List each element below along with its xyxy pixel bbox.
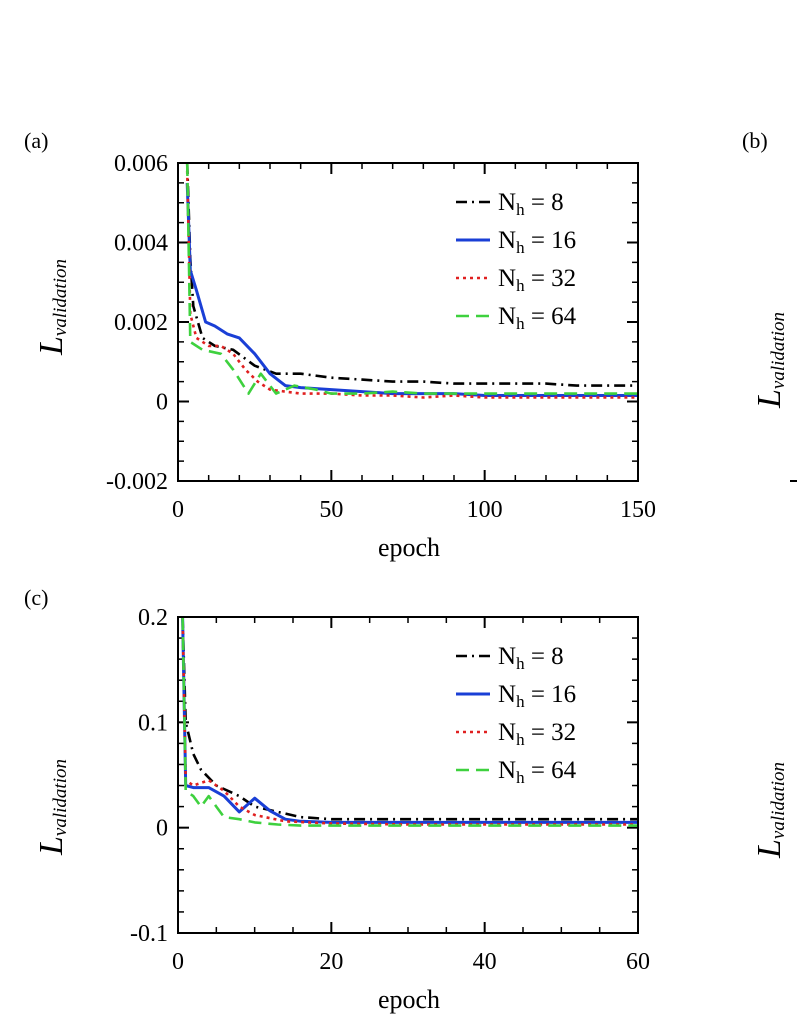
xtick-label: 100 xyxy=(467,497,503,523)
panel-a-label: (a) xyxy=(24,128,48,153)
ytick-label: 0 xyxy=(156,816,168,842)
xtick-label: 0 xyxy=(172,497,184,523)
panel-c-ticks: -0.100.10.20 20 40 60 xyxy=(130,605,650,975)
panel-c-legend: Nh = 8 Nh = 16 Nh = 32 Nh = 64 xyxy=(456,643,577,787)
panel-a-xlabel: epoch xyxy=(378,533,440,562)
panel-b-partial: (b) Lvalidation xyxy=(742,128,797,482)
ytick-label: 0 xyxy=(156,390,168,416)
legend-entry-3: Nh = 32 xyxy=(498,265,576,295)
ytick-label: 0.006 xyxy=(114,151,168,177)
xtick-label: 0 xyxy=(172,949,184,975)
series-line-3 xyxy=(185,170,638,399)
xtick-label: 60 xyxy=(626,949,650,975)
ytick-label: -0.002 xyxy=(106,469,168,495)
panel-c-frame xyxy=(177,616,639,934)
legend-entry-4: Nh = 64 xyxy=(498,303,577,333)
panel-c-ylabel: Lvalidation xyxy=(33,759,71,856)
legend-entry-4: Nh = 64 xyxy=(498,757,577,787)
panel-a-legend: Nh = 8 Nh = 16 Nh = 32 Nh = 64 xyxy=(456,189,577,333)
panel-c-label: (c) xyxy=(24,585,48,610)
legend-entry-2: Nh = 16 xyxy=(498,227,576,257)
panel-a-ylabel: Lvalidation xyxy=(33,259,71,356)
xtick-label: 40 xyxy=(473,949,497,975)
panel-d-partial: Lvalidation xyxy=(751,762,789,859)
legend-entry-1: Nh = 8 xyxy=(498,643,564,673)
panel-a-series xyxy=(185,163,638,399)
series-line-3 xyxy=(181,617,638,826)
ytick-label: 0.1 xyxy=(138,710,168,736)
ytick-label: 0.004 xyxy=(114,231,168,257)
ytick-label: -0.1 xyxy=(130,921,168,947)
series-line-1 xyxy=(185,163,638,387)
legend-entry-1: Nh = 8 xyxy=(498,189,564,219)
xtick-label: 50 xyxy=(319,497,343,523)
series-line-2 xyxy=(181,617,638,824)
panel-a-frame xyxy=(177,162,639,482)
legend-entry-3: Nh = 32 xyxy=(498,719,576,749)
panel-c-chart: (c) Lvalidation epoch -0.100.10.20 20 40 60… xyxy=(24,585,650,1014)
panel-b-label: (b) xyxy=(742,128,768,153)
legend-entry-2: Nh = 16 xyxy=(498,681,576,711)
panel-b-ylabel: Lvalidation xyxy=(751,312,789,409)
series-line-4 xyxy=(181,617,638,827)
panel-a-chart: (a) Lvalidation epoch -0.00200.0020.0040… xyxy=(24,128,656,562)
ytick-label: 0.002 xyxy=(114,310,168,336)
panel-c-xlabel: epoch xyxy=(378,985,440,1014)
panel-c-series xyxy=(181,617,638,827)
xtick-label: 20 xyxy=(319,949,343,975)
xtick-label: 150 xyxy=(620,497,656,523)
panel-d-ylabel: Lvalidation xyxy=(751,762,789,859)
series-line-4 xyxy=(185,163,638,395)
ytick-label: 0.2 xyxy=(138,605,168,631)
